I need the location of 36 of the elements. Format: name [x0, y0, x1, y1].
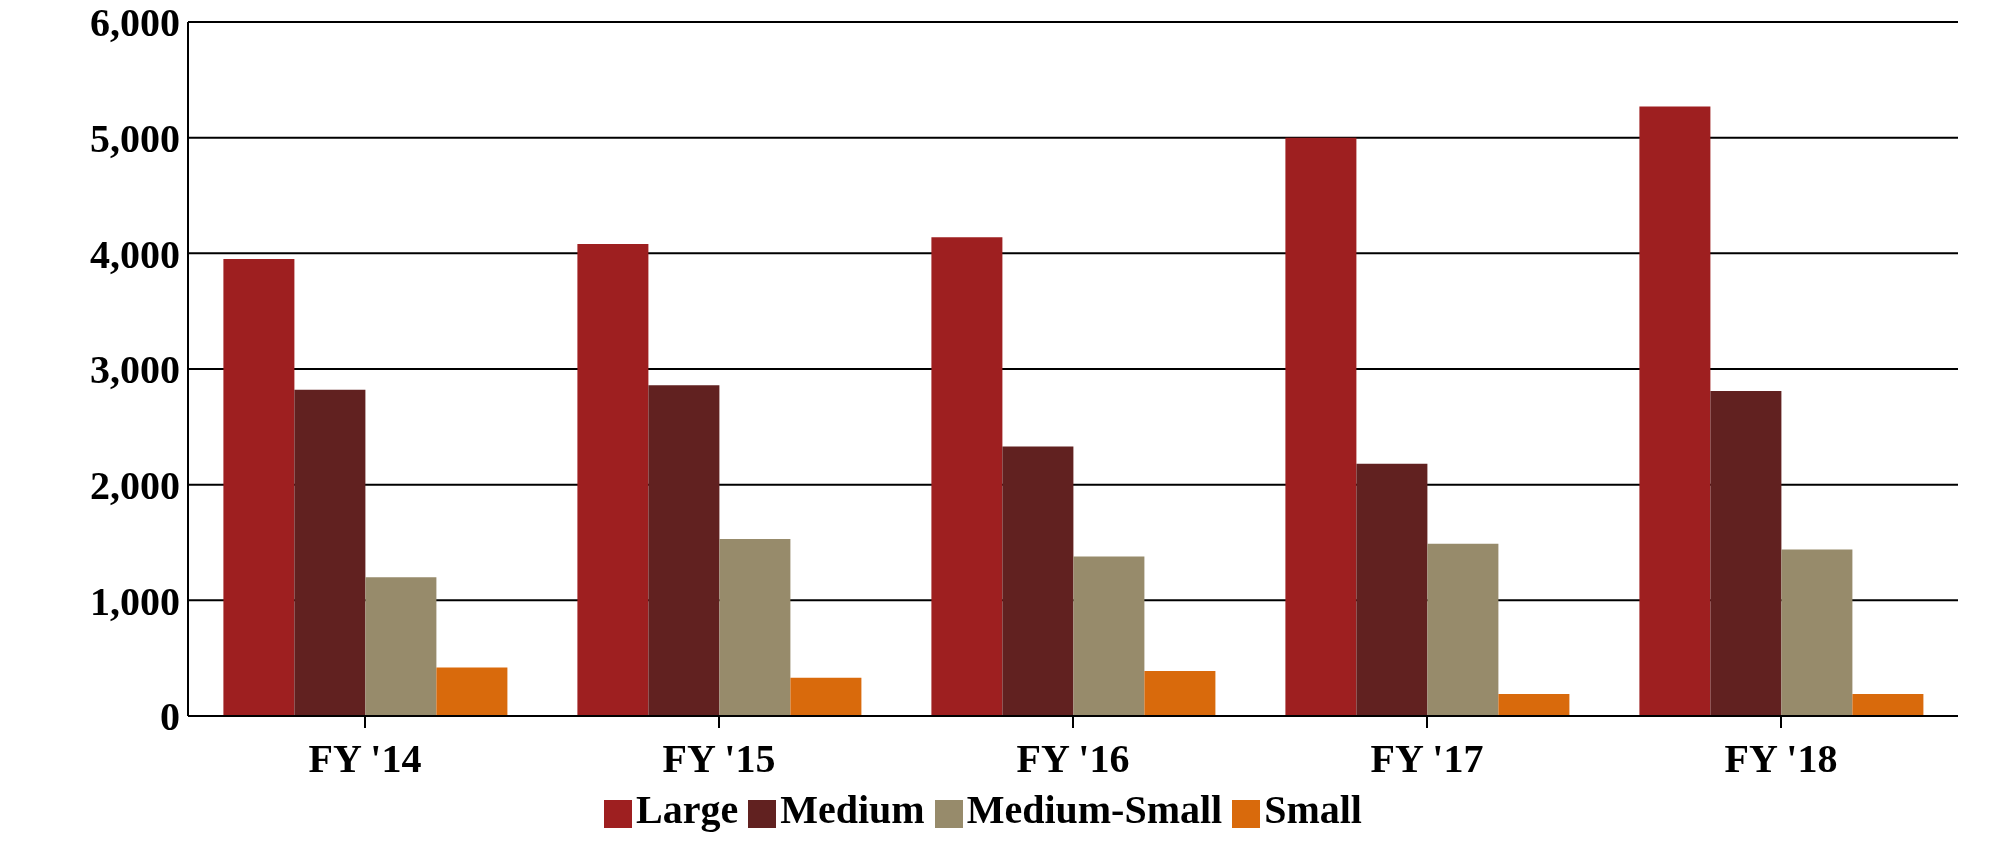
bar: [719, 539, 791, 716]
bar: [294, 389, 366, 716]
y-tick-label: 0: [160, 694, 180, 740]
bar: [1144, 670, 1216, 716]
x-tick-label: FY '18: [1724, 736, 1838, 782]
bar: [1781, 549, 1853, 716]
y-tick-label: 1,000: [90, 578, 180, 624]
y-tick-label: 4,000: [90, 231, 180, 277]
legend-label: Small: [1264, 787, 1362, 832]
bar: [365, 577, 437, 716]
bar: [577, 244, 649, 716]
x-tick-label: FY '15: [662, 736, 776, 782]
y-tick-label: 5,000: [90, 115, 180, 161]
bar: [1639, 106, 1711, 716]
bar: [1710, 390, 1782, 716]
bar: [1498, 694, 1570, 716]
bar: [648, 385, 720, 716]
x-tick-label: FY '17: [1370, 736, 1484, 782]
bar: [790, 677, 862, 716]
legend-label: Large: [636, 787, 739, 832]
x-tick-label: FY '16: [1016, 736, 1130, 782]
y-tick-label: 3,000: [90, 347, 180, 393]
y-tick-label: 2,000: [90, 462, 180, 508]
bar: [1356, 463, 1428, 716]
y-tick-label: 6,000: [90, 0, 180, 46]
bar: [436, 667, 508, 716]
bar: [223, 259, 295, 716]
bar: [1073, 556, 1145, 716]
x-tick-label: FY '14: [308, 736, 422, 782]
bar: [931, 237, 1003, 716]
bar: [1002, 446, 1074, 716]
legend-label: Medium-Small: [966, 787, 1223, 832]
bar: [1285, 137, 1357, 716]
legend-label: Medium: [780, 787, 925, 832]
bar: [1427, 543, 1499, 716]
bar: [1852, 694, 1924, 716]
